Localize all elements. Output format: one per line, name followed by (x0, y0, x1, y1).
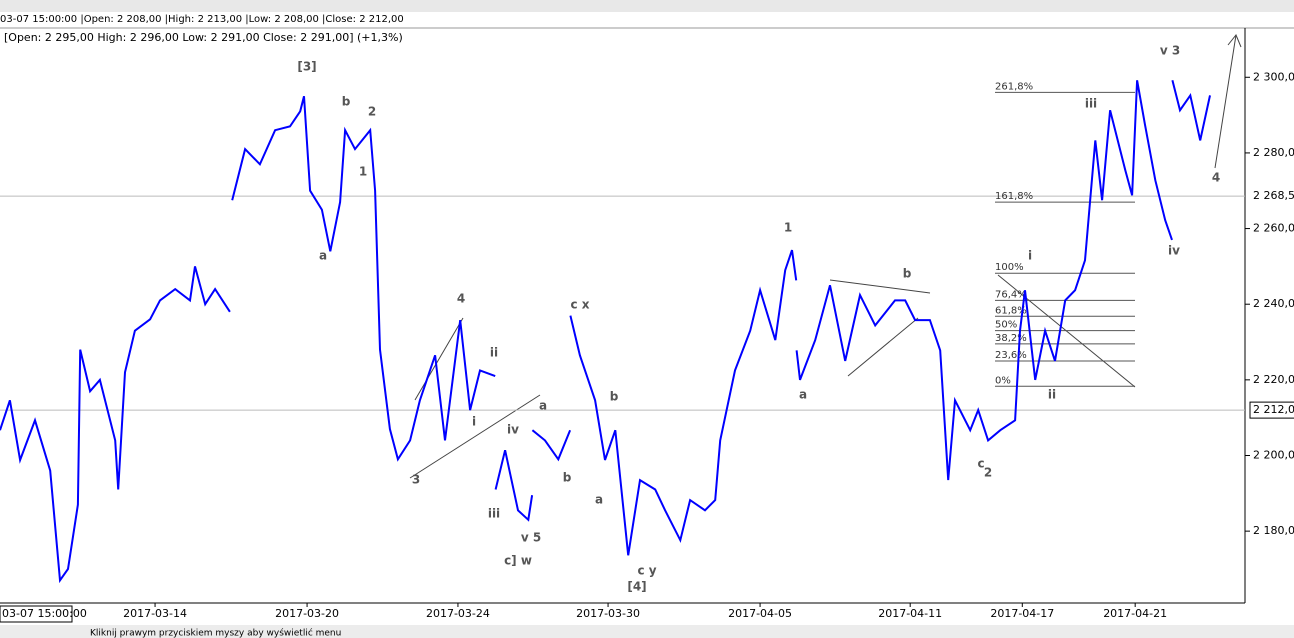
x-tick-label: 2017-03-24 (426, 607, 490, 620)
y-tick-label: 2 280,0 (1253, 146, 1294, 159)
x-tick-label: 2017-03-14 (123, 607, 187, 620)
price-line (1171, 80, 1211, 141)
wave-label: 2 (984, 466, 992, 480)
price-line (0, 266, 231, 584)
wave-label: ii (490, 346, 498, 360)
wave-label: [4] (627, 580, 646, 594)
fib-label: 100% (995, 262, 1024, 273)
wave-label: 4 (457, 292, 465, 306)
fib-label: 23,6% (995, 350, 1027, 361)
price-line (231, 95, 496, 462)
fib-label: 50% (995, 320, 1017, 331)
status-bar (0, 625, 1294, 638)
wave-label: c x (570, 298, 589, 312)
wave-label: a (319, 249, 327, 263)
y-tick-label: 2 180,0 (1253, 524, 1294, 537)
cursor-label: 03-07 15:00:00 (2, 607, 87, 620)
price-marker-label: 2 212,00 (1253, 403, 1294, 416)
cursor-info: 03-07 15:00:00 |Open: 2 208,00 |High: 2 … (0, 14, 404, 25)
wave-label: 2 (368, 105, 376, 119)
wave-label: a (799, 388, 807, 402)
wave-label: c] w (504, 554, 532, 568)
wave-label: v 3 (1160, 44, 1180, 58)
fib-label: 61,8% (995, 305, 1027, 316)
info-bar (0, 12, 1294, 28)
x-tick-label: 2017-03-20 (275, 607, 339, 620)
fib-label: 261,8% (995, 81, 1033, 92)
wave-label: c y (637, 564, 656, 578)
wave-label: b (563, 471, 572, 485)
fib-label: 0% (995, 375, 1011, 386)
y-tick-label: 2 300,0 (1253, 70, 1294, 83)
y-tick-label: 2 200,0 (1253, 448, 1294, 461)
wave-label: c (977, 457, 984, 471)
price-marker-box (1249, 401, 1294, 419)
wave-label: 1 (359, 165, 367, 179)
fib-label: 38,2% (995, 333, 1027, 344)
wave-label: 1 (784, 221, 792, 235)
wave-label: i (472, 415, 476, 429)
wave-label: b (610, 390, 619, 404)
cursor-label-box (0, 605, 73, 623)
trend-lines (409, 34, 1242, 479)
price-line (795, 80, 1173, 481)
x-tick-label: 2017-03-30 (576, 607, 640, 620)
y-tick-label: 2 220,0 (1253, 373, 1294, 386)
wave-label: a (595, 493, 603, 507)
price-marker-box (1250, 188, 1294, 205)
wave-label: v 5 (521, 531, 541, 545)
status-text: Kliknij prawym przyciskiem myszy aby wyś… (90, 628, 341, 638)
y-tick-label: 2 240,0 (1253, 297, 1294, 310)
wave-label: [3] (297, 60, 316, 74)
last-info: [Open: 2 295,00 High: 2 296,00 Low: 2 29… (4, 31, 403, 44)
wave-label: 4 (1212, 171, 1220, 185)
wave-label: i (1028, 249, 1032, 263)
price-marker-label: 2 268,57 (1253, 189, 1294, 202)
x-tick-label: 2017-04-17 (990, 607, 1054, 620)
wave-label: iv (507, 423, 519, 437)
y-tick-label: 2 260,0 (1253, 222, 1294, 235)
x-tick-label: 2017-04-11 (878, 607, 942, 620)
price-line (494, 449, 534, 522)
wave-label: iii (1085, 97, 1097, 111)
fib-label: 161,8% (995, 191, 1033, 202)
wave-label: a (539, 399, 547, 413)
wave-label: b (903, 267, 912, 281)
x-tick-label: 2017-04-21 (1103, 607, 1167, 620)
wave-label: iv (1168, 244, 1180, 258)
wave-label: iii (488, 507, 500, 521)
price-line (569, 249, 798, 556)
wave-label: ii (1048, 388, 1056, 402)
price-line (531, 429, 572, 462)
wave-label: b (342, 95, 351, 109)
fib-label: 76,4% (995, 289, 1027, 300)
x-tick-label: 2017-04-05 (728, 607, 792, 620)
wave-label: 3 (412, 473, 420, 487)
